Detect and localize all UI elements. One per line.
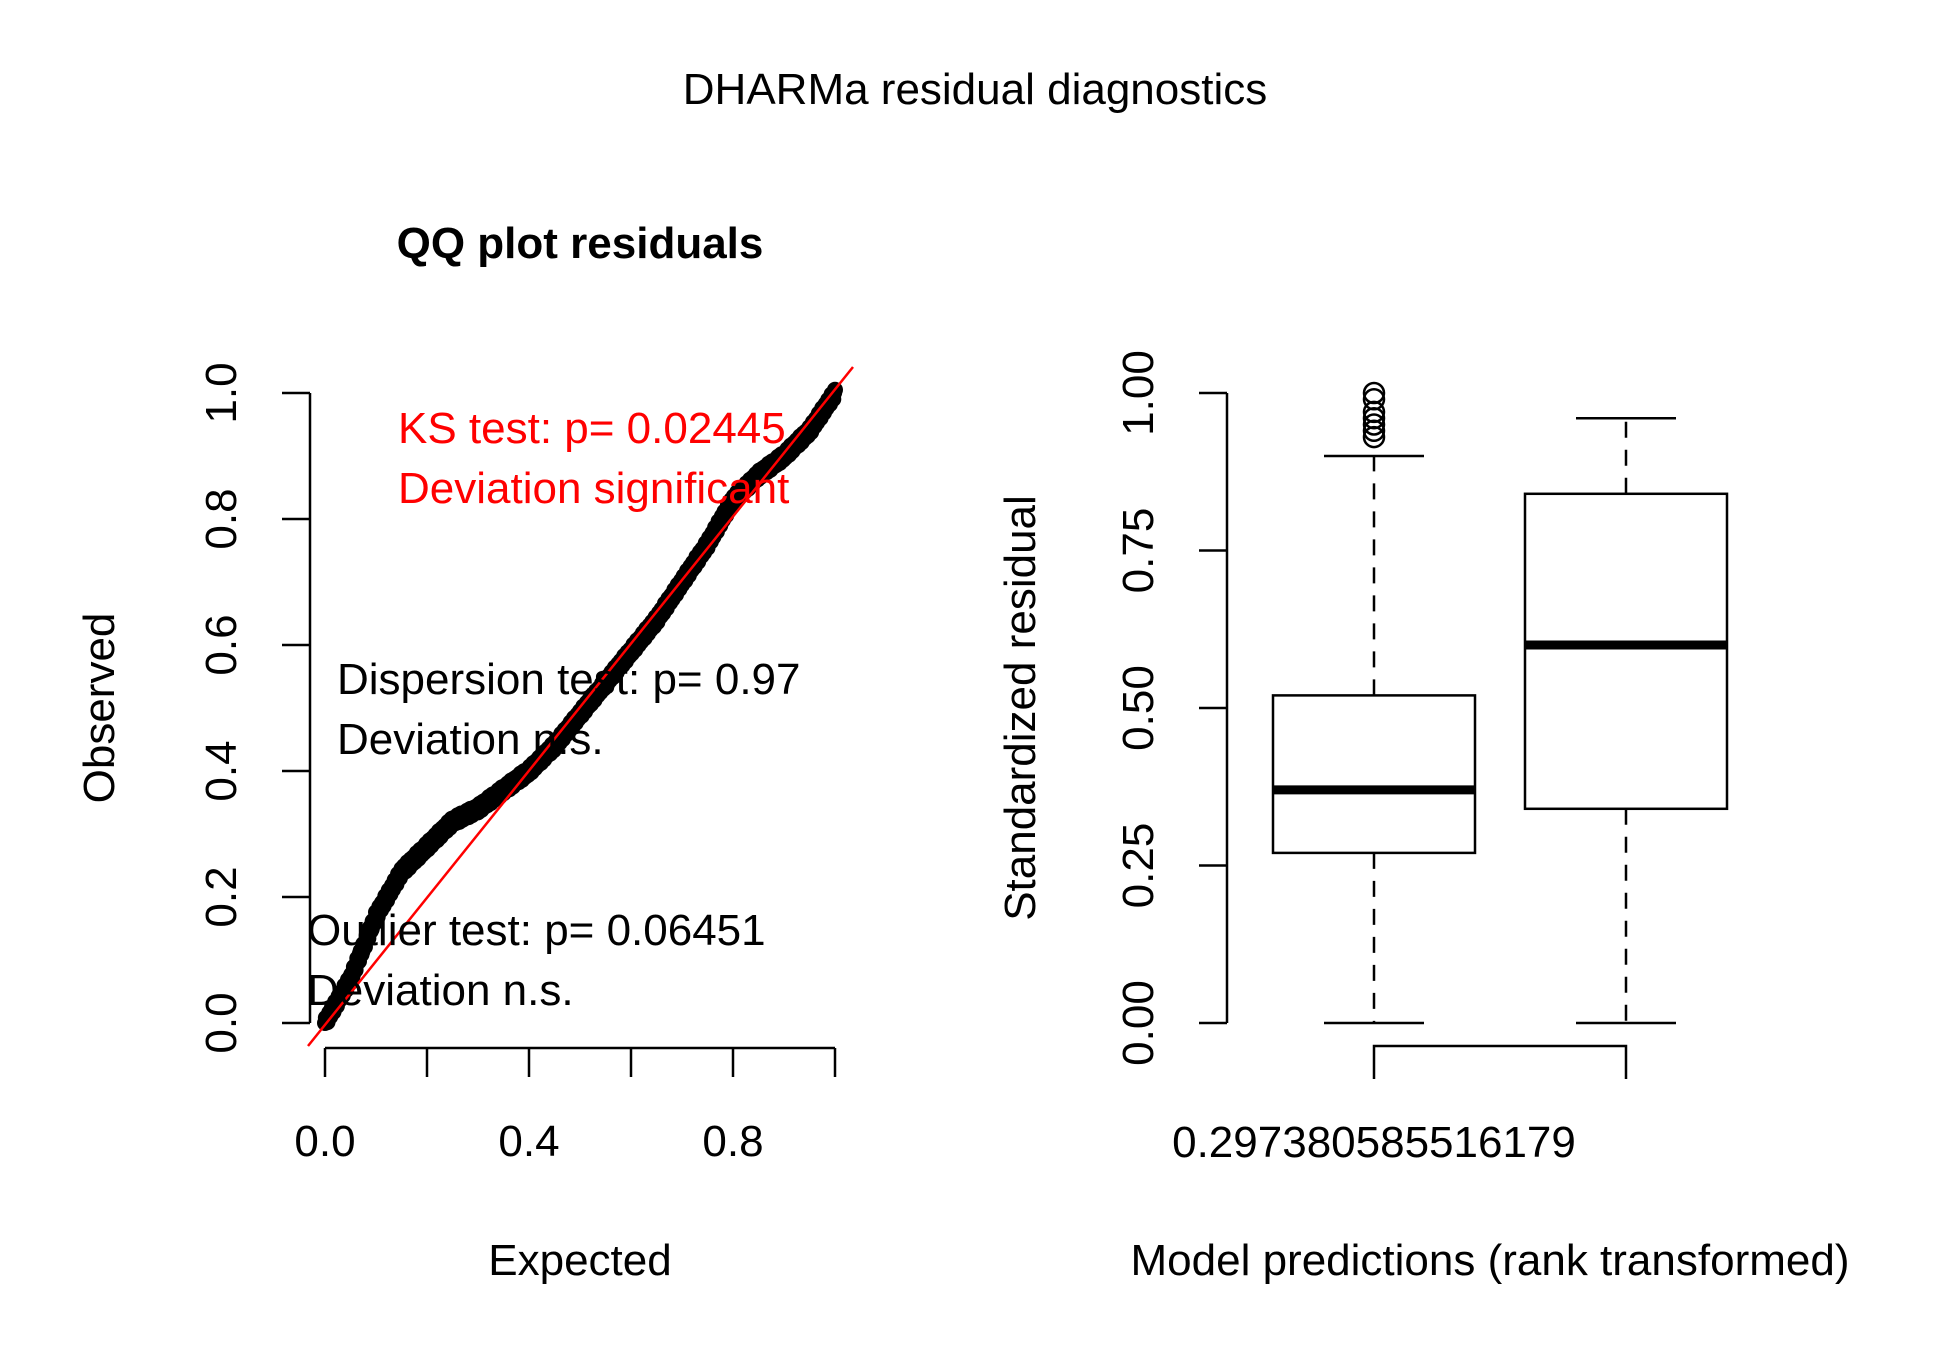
- boxes: [1271, 381, 1729, 1025]
- qq-y-tick-label: 0.2: [197, 866, 246, 927]
- outlier-point: [1362, 381, 1386, 405]
- qq-point: [827, 381, 843, 398]
- qq-panel: QQ plot residuals 0.0 0.2 0.4 0.6 0.8 1.0 0.0…: [75, 219, 854, 1285]
- outlier-test-line1: Outlier test: p= 0.06451: [307, 906, 766, 955]
- box-y-tick-label: 0.75: [1114, 508, 1163, 594]
- qq-y-tick-label: 0.8: [197, 488, 246, 549]
- box-y-tick-label: 1.00: [1114, 350, 1163, 436]
- qq-title: QQ plot residuals: [397, 219, 764, 268]
- box-x-tick-label: 0.297380585516179: [1172, 1118, 1576, 1167]
- qq-reference-line: [307, 366, 854, 1047]
- qq-y-tick-label: 0.0: [197, 992, 246, 1053]
- dispersion-test-line2: Deviation n.s.: [337, 715, 604, 764]
- boxplot-panel: 0.00 0.25 0.50 0.75 1.00 0.297380585516179 M…: [996, 350, 1849, 1285]
- box-x-label: Model predictions (rank transformed): [1131, 1236, 1850, 1285]
- iqr-box: [1523, 492, 1729, 811]
- qq-x-tick-label: 0.0: [294, 1117, 355, 1166]
- outlier-point: [1362, 413, 1386, 436]
- box-1: [1271, 381, 1477, 1025]
- ks-test-line1: KS test: p= 0.02445: [398, 404, 786, 453]
- main-title: DHARMa residual diagnostics: [683, 65, 1267, 114]
- ks-test-line2: Deviation significant: [398, 464, 789, 513]
- qq-y-tick-label: 0.6: [197, 614, 246, 675]
- box-y-ticks: 0.00 0.25 0.50 0.75 1.00: [1114, 350, 1227, 1066]
- qq-x-tick-label: 0.8: [702, 1117, 763, 1166]
- qq-x-ticks: 0.0 0.4 0.8: [294, 1048, 837, 1166]
- box-y-tick-label: 0.50: [1114, 665, 1163, 751]
- qq-points: [317, 381, 843, 1031]
- qq-y-tick-label: 0.4: [197, 740, 246, 801]
- dispersion-test-line1: Dispersion test: p= 0.97: [337, 655, 800, 704]
- box-y-tick-label: 0.00: [1114, 980, 1163, 1066]
- outlier-test-line2: Deviation n.s.: [307, 966, 574, 1015]
- qq-x-tick-label: 0.4: [498, 1117, 559, 1166]
- iqr-box: [1271, 694, 1477, 855]
- box-x-axis: [1372, 1044, 1628, 1079]
- qq-y-label: Observed: [75, 613, 124, 804]
- box-y-tick-label: 0.25: [1114, 823, 1163, 909]
- qq-y-ticks: 0.0 0.2 0.4 0.6 0.8 1.0: [197, 362, 310, 1054]
- right-edge-mask: [1900, 1200, 1950, 1320]
- outlier-point: [1362, 388, 1386, 411]
- box-y-label: Standardized residual: [996, 495, 1045, 921]
- qq-annotations: KS test: p= 0.02445 Deviation significan…: [307, 404, 800, 1015]
- qq-y-tick-label: 1.0: [197, 362, 246, 423]
- qq-x-label: Expected: [488, 1236, 671, 1285]
- box-2: [1523, 416, 1729, 1025]
